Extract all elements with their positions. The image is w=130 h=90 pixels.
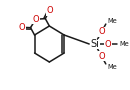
Text: Me: Me	[107, 64, 117, 69]
Text: O: O	[46, 6, 53, 15]
Text: Me: Me	[107, 18, 117, 24]
Text: O: O	[98, 27, 105, 36]
Text: O: O	[19, 23, 25, 32]
Text: Si: Si	[90, 39, 99, 49]
Text: O: O	[105, 40, 112, 49]
Text: O: O	[32, 15, 39, 24]
Text: Me: Me	[120, 41, 129, 47]
Text: O: O	[98, 52, 105, 61]
